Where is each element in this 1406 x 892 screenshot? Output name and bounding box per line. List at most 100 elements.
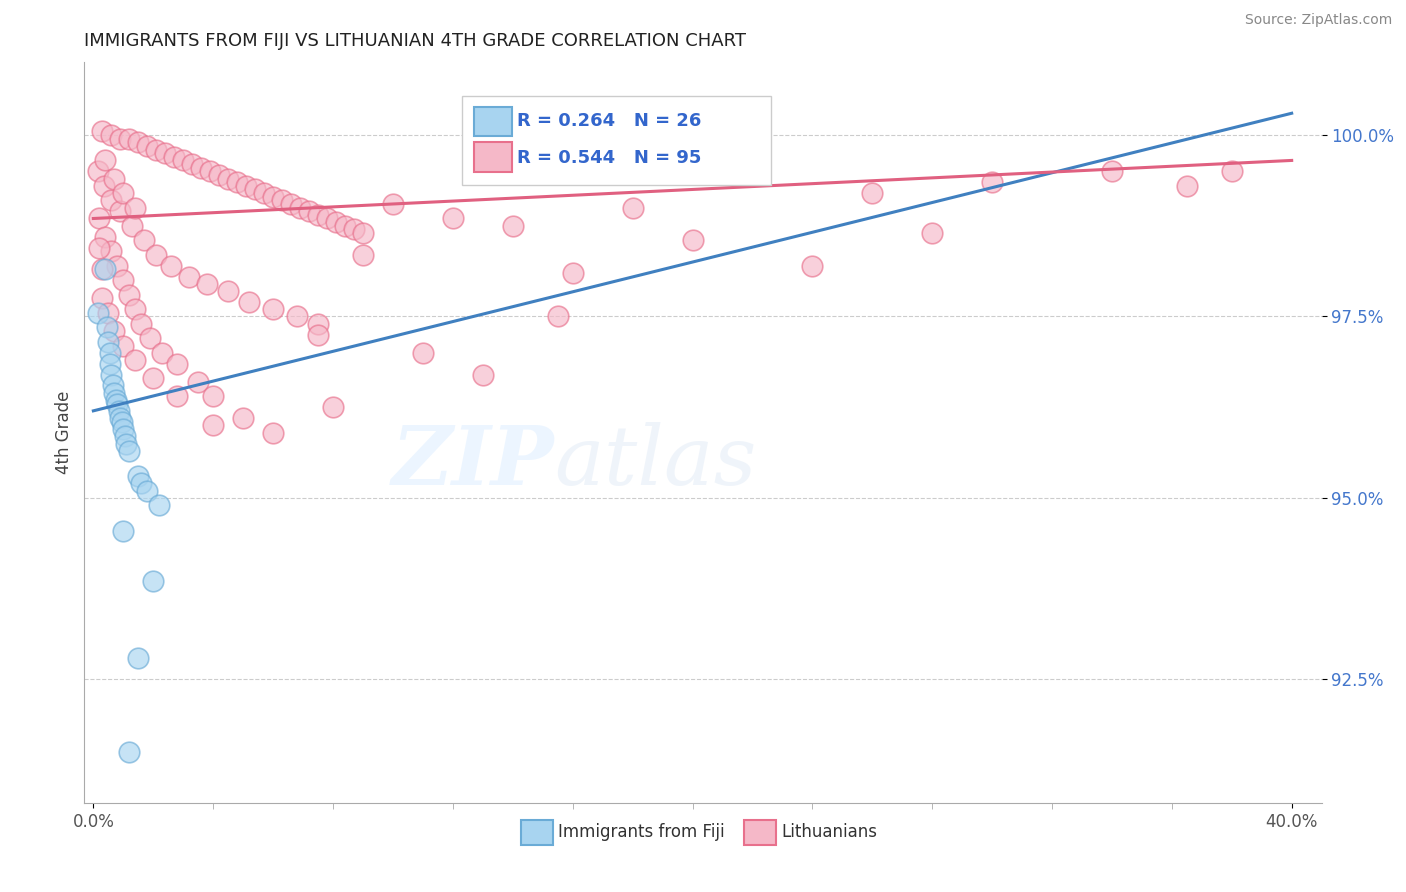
- Point: [208, 168, 231, 182]
- FancyBboxPatch shape: [522, 820, 554, 845]
- Point: [381, 197, 404, 211]
- Point: [238, 295, 260, 310]
- Point: [89, 211, 111, 226]
- Text: R = 0.264   N = 26: R = 0.264 N = 26: [517, 112, 702, 130]
- Point: [232, 411, 254, 425]
- Point: [111, 415, 134, 429]
- Point: [316, 211, 339, 226]
- Point: [91, 262, 114, 277]
- Point: [166, 389, 188, 403]
- Point: [741, 157, 763, 171]
- Point: [150, 345, 173, 359]
- Point: [253, 186, 276, 200]
- Point: [307, 327, 329, 342]
- Point: [181, 157, 204, 171]
- Point: [127, 136, 149, 150]
- Point: [155, 146, 177, 161]
- Point: [352, 226, 374, 240]
- Point: [142, 371, 165, 385]
- Point: [97, 306, 120, 320]
- Point: [202, 418, 225, 433]
- Point: [352, 248, 374, 262]
- Point: [115, 436, 138, 450]
- Point: [343, 222, 366, 236]
- Point: [262, 190, 284, 204]
- Text: IMMIGRANTS FROM FIJI VS LITHUANIAN 4TH GRADE CORRELATION CHART: IMMIGRANTS FROM FIJI VS LITHUANIAN 4TH G…: [84, 32, 747, 50]
- Point: [103, 171, 125, 186]
- Point: [195, 277, 218, 291]
- Point: [682, 233, 704, 247]
- Point: [100, 368, 122, 382]
- Point: [100, 194, 122, 208]
- Point: [198, 164, 221, 178]
- Point: [547, 310, 569, 324]
- Point: [285, 310, 308, 324]
- Point: [112, 186, 135, 200]
- Point: [91, 291, 114, 305]
- Point: [103, 324, 125, 338]
- Point: [621, 201, 644, 215]
- Point: [129, 317, 152, 331]
- Point: [124, 201, 146, 215]
- Text: Source: ZipAtlas.com: Source: ZipAtlas.com: [1244, 13, 1392, 28]
- Point: [91, 124, 114, 138]
- FancyBboxPatch shape: [744, 820, 776, 845]
- Text: atlas: atlas: [554, 422, 756, 502]
- Point: [94, 153, 117, 168]
- Point: [94, 229, 117, 244]
- Point: [110, 411, 132, 425]
- Point: [288, 201, 311, 215]
- Point: [172, 153, 194, 168]
- Point: [87, 164, 110, 178]
- Point: [114, 429, 136, 443]
- Text: R = 0.544   N = 95: R = 0.544 N = 95: [517, 149, 702, 167]
- Point: [124, 302, 146, 317]
- Point: [166, 357, 188, 371]
- Point: [97, 334, 120, 349]
- Text: Immigrants from Fiji: Immigrants from Fiji: [558, 823, 725, 841]
- Point: [103, 385, 125, 400]
- Point: [412, 345, 434, 359]
- Point: [202, 389, 225, 403]
- Point: [325, 215, 347, 229]
- Point: [190, 161, 212, 175]
- Point: [235, 178, 257, 193]
- Point: [333, 219, 356, 233]
- Point: [441, 211, 464, 226]
- Text: ZIP: ZIP: [392, 422, 554, 502]
- Point: [127, 650, 149, 665]
- Point: [93, 178, 115, 193]
- Point: [1175, 178, 1198, 193]
- Point: [100, 244, 122, 259]
- Point: [243, 182, 266, 196]
- Point: [129, 476, 152, 491]
- Point: [94, 262, 117, 277]
- Point: [98, 357, 121, 371]
- Point: [322, 401, 344, 415]
- Point: [139, 331, 162, 345]
- Point: [981, 175, 1004, 189]
- Text: Lithuanians: Lithuanians: [780, 823, 877, 841]
- Point: [226, 175, 249, 189]
- Point: [110, 131, 132, 145]
- FancyBboxPatch shape: [461, 95, 770, 185]
- Point: [105, 396, 128, 410]
- Point: [104, 392, 127, 407]
- Point: [217, 284, 239, 298]
- Point: [110, 204, 132, 219]
- Point: [124, 353, 146, 368]
- Point: [1101, 164, 1123, 178]
- Point: [87, 306, 110, 320]
- Point: [112, 524, 135, 538]
- Point: [1220, 164, 1243, 178]
- Point: [108, 404, 131, 418]
- Point: [921, 226, 943, 240]
- Point: [101, 378, 124, 392]
- Point: [118, 443, 141, 458]
- Point: [271, 194, 294, 208]
- Point: [145, 143, 167, 157]
- Point: [801, 259, 824, 273]
- Point: [307, 317, 329, 331]
- Point: [127, 469, 149, 483]
- Point: [89, 240, 111, 254]
